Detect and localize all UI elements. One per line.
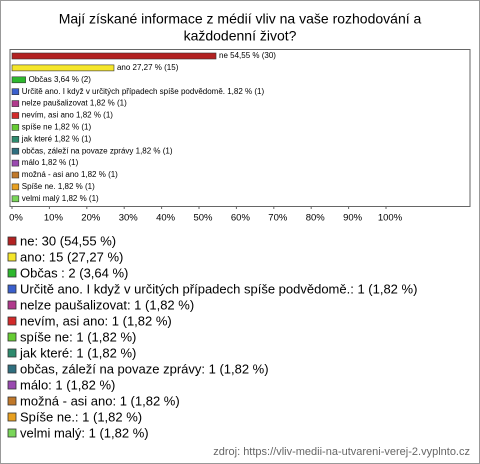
x-tick-label: 0% (9, 213, 23, 224)
legend-label: málo: 1 (1,82 %) (20, 377, 115, 392)
legend-swatch (7, 268, 17, 278)
legend-label: nelze paušalizovat: 1 (1,82 %) (20, 297, 194, 312)
legend-label: ne: 30 (54,55 %) (20, 233, 116, 248)
legend-label: jak které: 1 (1,82 %) (19, 345, 136, 360)
bar (11, 171, 20, 179)
bar-label: málo 1,82 % (1) (22, 158, 79, 167)
x-tick-label: 100% (378, 213, 403, 224)
bar-label: jak které 1,82 % (1) (21, 134, 92, 143)
legend-label: velmi malý: 1 (1,82 %) (20, 425, 149, 440)
chart-title: Mají získané informace z médií vliv na v… (59, 11, 422, 27)
bar (11, 195, 20, 203)
legend-label: Určitě ano. I když v určitých případech … (20, 281, 417, 296)
bar (11, 52, 217, 60)
x-tick-label: 70% (268, 213, 288, 224)
bar-label: nelze paušalizovat 1,82 % (1) (22, 99, 127, 108)
bar (11, 124, 20, 131)
bar-label: Občas 3,64 % (2) (29, 75, 92, 84)
legend-label: Spíše ne.: 1 (1,82 %) (20, 409, 142, 424)
bar-label: možná - asi ano 1,82 % (1) (22, 170, 118, 179)
legend-swatch (7, 252, 17, 262)
bar (11, 136, 20, 143)
x-tick-label: 30% (119, 213, 139, 224)
bar (11, 64, 115, 72)
legend-label: spíše ne: 1 (1,82 %) (20, 329, 136, 344)
bar-label: velmi malý 1,82 % (1) (22, 194, 99, 203)
bar-label: Určitě ano. I když v určitých případech … (22, 87, 265, 96)
bar (11, 159, 20, 167)
plot-area (9, 49, 471, 207)
x-tick-label: 10% (44, 213, 64, 224)
legend-label: ano: 15 (27,27 %) (20, 249, 123, 264)
x-tick-label: 20% (81, 213, 101, 224)
x-tick-label: 80% (306, 213, 326, 224)
bar-label: ano 27,27 % (15) (117, 63, 179, 72)
legend-swatch (7, 412, 17, 422)
x-tick-label: 40% (156, 213, 176, 224)
source: zdroj: https://vliv-medii-na-utvareni-ve… (213, 446, 470, 458)
legend-swatch (7, 236, 17, 246)
bar (11, 183, 20, 191)
bar (11, 76, 26, 84)
legend-swatch (7, 348, 17, 358)
bar-label: občas, záleží na povaze zprávy 1,82 % (1… (22, 146, 173, 155)
legend-label: Občas : 2 (3,64 %) (20, 265, 128, 280)
legend-swatch (7, 396, 17, 406)
legend-label: občas, záleží na povaze zprávy: 1 (1,82 … (20, 361, 269, 376)
legend-swatch (7, 284, 17, 294)
bar (11, 147, 20, 155)
bar-label: nevím, asi ano 1,82 % (1) (22, 111, 113, 120)
x-tick-label: 90% (343, 213, 363, 224)
x-tick-label: 50% (193, 213, 213, 224)
legend-swatch (7, 364, 17, 374)
x-tick-label: 60% (231, 213, 251, 224)
legend-label: nevím, asi ano: 1 (1,82 %) (20, 313, 172, 328)
legend-swatch (7, 428, 17, 438)
bar-label: ne 54,55 % (30) (219, 51, 276, 60)
legend-swatch (7, 316, 17, 326)
chart-title: každodenní život? (184, 28, 297, 44)
bar (11, 100, 20, 107)
bar-label: Spíše ne. 1,82 % (1) (22, 182, 95, 191)
legend-swatch (7, 300, 17, 310)
bar (11, 88, 20, 95)
legend-swatch (7, 332, 17, 342)
bar (11, 112, 20, 119)
bar-label: spíše ne 1,82 % (1) (22, 123, 92, 132)
legend-swatch (7, 380, 17, 390)
legend-label: možná - asi ano: 1 (1,82 %) (20, 393, 180, 408)
